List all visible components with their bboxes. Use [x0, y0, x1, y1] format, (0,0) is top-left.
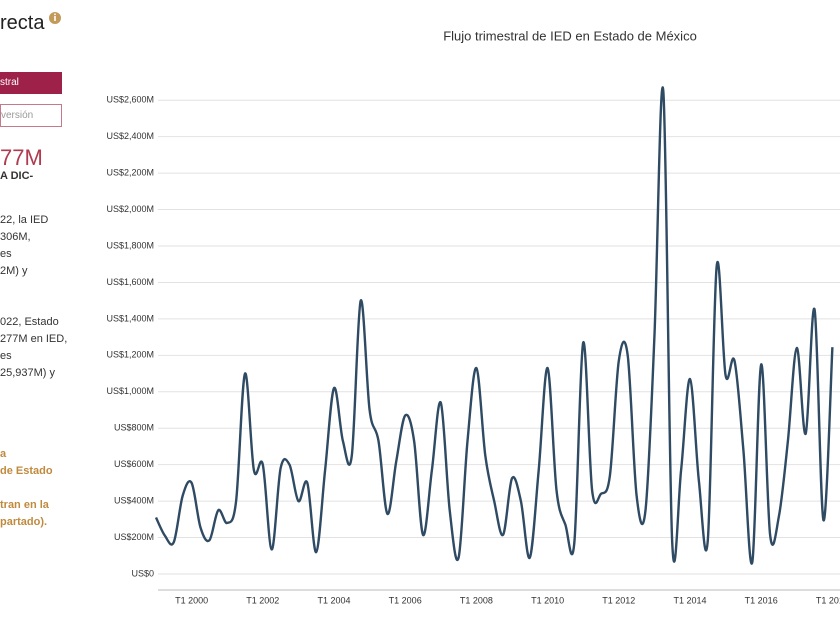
x-tick-label: T1 2000 [175, 595, 208, 605]
paragraph: 022, Estado 277M en IED, es 25,937M) y [0, 314, 67, 382]
x-tick-label: T1 2006 [389, 595, 422, 605]
line: 022, Estado [0, 316, 59, 328]
y-tick-label: US$1,200M [106, 350, 154, 360]
line: es [0, 248, 12, 260]
line: de Estado [0, 465, 53, 477]
line: 22, la IED [0, 214, 49, 226]
y-tick-label: US$1,800M [106, 240, 154, 250]
x-tick-label: T1 2018 [816, 595, 840, 605]
y-tick-label: US$800M [114, 423, 154, 433]
x-tick-label: T1 2016 [745, 595, 778, 605]
tab-inactive[interactable]: versión [0, 104, 62, 127]
period: A DIC- [0, 170, 34, 182]
x-tick-label: T1 2002 [246, 595, 279, 605]
info-icon [49, 12, 61, 24]
y-tick-label: US$2,200M [106, 167, 154, 177]
heading: recta [0, 12, 45, 34]
y-tick-label: US$1,000M [106, 386, 154, 396]
x-tick-label: T1 2004 [317, 595, 350, 605]
y-tick-label: US$600M [114, 459, 154, 469]
line: tran en la [0, 499, 49, 511]
big-value: 77M [0, 145, 43, 170]
line-series [154, 86, 834, 565]
line: 277M en IED, [0, 333, 68, 345]
line: partado). [0, 516, 48, 528]
line: 25,937M) y [0, 367, 56, 379]
line: 2M) y [0, 265, 28, 277]
y-tick-label: US$400M [114, 495, 154, 505]
x-tick-label: T1 2008 [460, 595, 493, 605]
tab-active[interactable]: stral [0, 72, 62, 94]
line: es [0, 350, 12, 362]
chart-title: Flujo trimestral de IED en Estado de Méx… [443, 28, 697, 43]
y-tick-label: US$0 [131, 568, 154, 578]
y-tick-label: US$200M [114, 532, 154, 542]
x-tick-label: T1 2012 [602, 595, 635, 605]
y-tick-label: US$2,600M [106, 95, 154, 105]
y-tick-label: US$2,000M [106, 204, 154, 214]
line: 306M, [0, 231, 31, 243]
y-tick-label: US$1,400M [106, 313, 154, 323]
x-tick-label: T1 2014 [673, 595, 706, 605]
line: a [0, 448, 7, 460]
sidebar: recta stral versión 77M A DIC- 22, la IE… [0, 0, 72, 630]
note: a de Estado tran en la partado). [0, 446, 53, 531]
y-tick-label: US$1,600M [106, 277, 154, 287]
paragraph: 22, la IED 306M, es 2M) y [0, 212, 48, 280]
x-tick-label: T1 2010 [531, 595, 564, 605]
y-tick-label: US$2,400M [106, 131, 154, 141]
